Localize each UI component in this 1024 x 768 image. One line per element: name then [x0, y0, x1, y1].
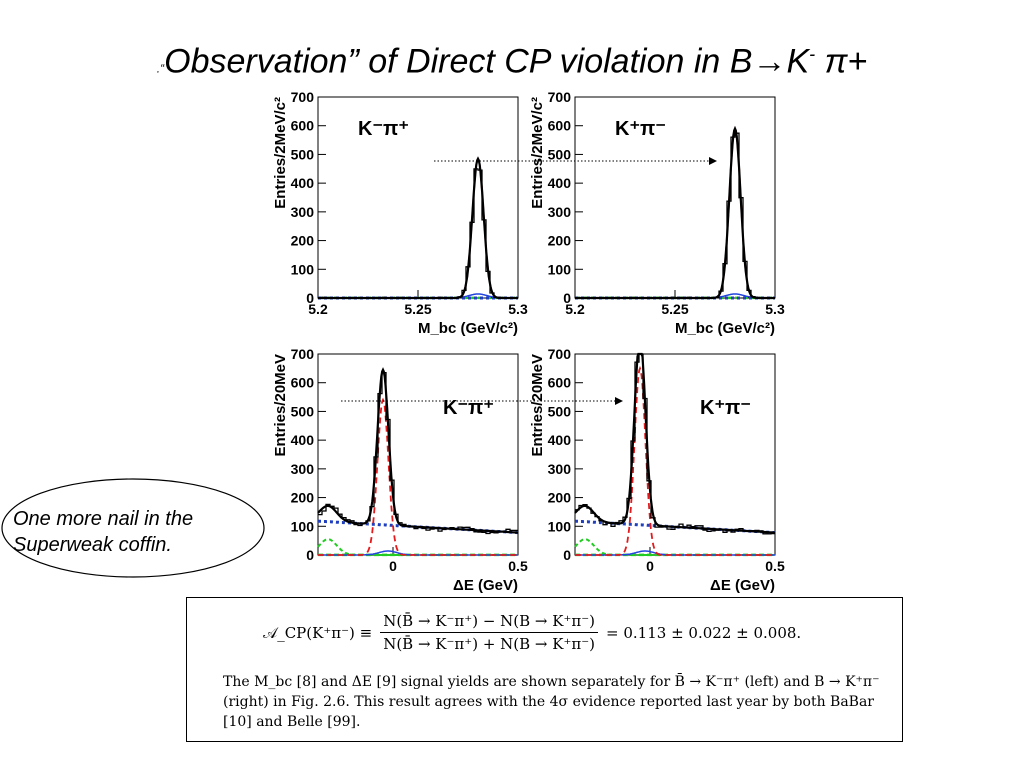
y-axis-label: Entries/2MeV/c²: [272, 97, 289, 209]
y-tick-label: 200: [291, 490, 315, 506]
y-tick-label: 700: [548, 346, 572, 362]
y-axis-label: Entries/20MeV: [272, 354, 289, 457]
chart-panel-top-right: 0 100 200 300 400 500 600 700 5.2 5.25 5.3 M_bc (Ge…: [529, 89, 785, 337]
y-tick-label: 700: [548, 89, 572, 105]
y-tick-label: 700: [291, 89, 315, 105]
panel-label: K⁻π⁺: [358, 118, 409, 140]
panel-label: K⁻π⁺: [443, 397, 494, 419]
plot-frame: [317, 353, 519, 556]
y-tick-label: 400: [291, 432, 315, 448]
x-tick-label: 5.2: [565, 301, 585, 317]
x-axis-label: ΔE (GeV): [453, 577, 518, 594]
panel-label: K⁺π⁻: [700, 397, 751, 419]
acp-formula: 𝒜_CP(K⁺π⁻) ≡ N(B̄ → K⁻π⁺) − N(B → K⁺π⁻) …: [263, 612, 801, 653]
x-tick-label: 5.25: [404, 301, 431, 317]
y-tick-label: 600: [291, 118, 315, 134]
title-arrow: →: [752, 42, 787, 81]
title-main: Observation” of Direct CP violation in B: [164, 42, 753, 81]
y-tick-label: 600: [548, 118, 572, 134]
callout-text: One more nail in the Superweak coffin.: [13, 508, 194, 556]
chart-panel-top-left: 0 100 200 300 400 500 600 700 5.2 5.25 5.3 M_bc (Ge…: [272, 89, 528, 337]
y-tick-label: 0: [306, 290, 314, 306]
y-tick-label: 600: [548, 375, 572, 391]
x-tick-label: 0: [389, 558, 397, 574]
title-pi: π+: [815, 42, 868, 81]
caption-text: The M_bc [8] and ΔE [9] signal yields ar…: [223, 674, 880, 730]
chart-panel-bottom-right: 0 100 200 300 400 500 600 700 0 0.5 ΔE (GeV) Entrie…: [529, 346, 785, 594]
signal-curve: [575, 365, 775, 556]
total-fit-curve: [575, 125, 775, 300]
x-tick-label: 5.2: [308, 301, 328, 317]
y-tick-label: 0: [563, 290, 571, 306]
total-fit-curve: [318, 156, 518, 300]
title-prefix: .“: [156, 61, 165, 76]
signal-curve: [318, 397, 518, 556]
peaking-background-curve: [317, 538, 518, 556]
total-fit-curve: [574, 352, 775, 534]
y-tick-label: 0: [563, 547, 571, 563]
title-k-sup: -: [809, 44, 816, 64]
callout-ellipse: [1, 478, 265, 578]
panel-label: K⁺π⁻: [615, 118, 666, 140]
y-tick-label: 500: [548, 146, 572, 162]
x-axis-label: M_bc (GeV/c²): [675, 320, 775, 337]
y-tick-label: 200: [548, 490, 572, 506]
total-fit-curve: [317, 367, 518, 534]
data-histogram: [575, 132, 775, 299]
formula-fraction: N(B̄ → K⁻π⁺) − N(B → K⁺π⁻) N(B̄ → K⁻π⁺) …: [380, 612, 599, 653]
formula-numerator: N(B̄ → K⁻π⁺) − N(B → K⁺π⁻): [380, 612, 599, 633]
y-tick-label: 500: [291, 146, 315, 162]
y-tick-label: 400: [548, 432, 572, 448]
x-tick-label: 0: [646, 558, 654, 574]
y-tick-label: 0: [306, 547, 314, 563]
y-tick-label: 100: [548, 518, 572, 534]
y-axis-label: Entries/20MeV: [529, 354, 546, 457]
formula-denominator: N(B̄ → K⁻π⁺) + N(B → K⁺π⁻): [383, 635, 596, 653]
slide-title: .“Observation” of Direct CP violation in…: [0, 34, 1024, 88]
y-tick-label: 300: [291, 204, 315, 220]
y-tick-label: 700: [291, 346, 315, 362]
y-tick-label: 300: [291, 461, 315, 477]
data-histogram: [575, 353, 775, 535]
y-tick-label: 100: [548, 261, 572, 277]
y-tick-label: 400: [291, 175, 315, 191]
formula-result: = 0.113 ± 0.022 ± 0.008.: [606, 623, 802, 642]
x-tick-label: 0.5: [508, 558, 528, 574]
x-axis-label: M_bc (GeV/c²): [418, 320, 518, 337]
y-tick-label: 400: [548, 175, 572, 191]
chart-panel-bottom-left: 0 100 200 300 400 500 600 700 0 0.5 ΔE (GeV) Entrie…: [272, 346, 528, 594]
title-k: K: [786, 42, 810, 81]
y-tick-label: 100: [291, 261, 315, 277]
y-tick-label: 600: [291, 375, 315, 391]
data-histogram: [318, 372, 518, 535]
y-tick-label: 500: [548, 403, 572, 419]
x-tick-label: 0.5: [765, 558, 785, 574]
y-tick-label: 300: [548, 204, 572, 220]
y-tick-label: 500: [291, 403, 315, 419]
x-tick-label: 5.3: [508, 301, 528, 317]
formula-box: 𝒜_CP(K⁺π⁻) ≡ N(B̄ → K⁻π⁺) − N(B → K⁺π⁻) …: [186, 597, 903, 742]
x-tick-label: 5.25: [661, 301, 688, 317]
y-tick-label: 100: [291, 518, 315, 534]
y-tick-label: 200: [291, 233, 315, 249]
data-histogram: [318, 168, 518, 299]
x-tick-label: 5.3: [765, 301, 785, 317]
y-axis-label: Entries/2MeV/c²: [529, 97, 546, 209]
y-tick-label: 300: [548, 461, 572, 477]
formula-lhs: 𝒜_CP(K⁺π⁻) ≡: [263, 623, 373, 642]
peaking-background-curve: [574, 538, 775, 556]
y-tick-label: 200: [548, 233, 572, 249]
x-axis-label: ΔE (GeV): [710, 577, 775, 594]
